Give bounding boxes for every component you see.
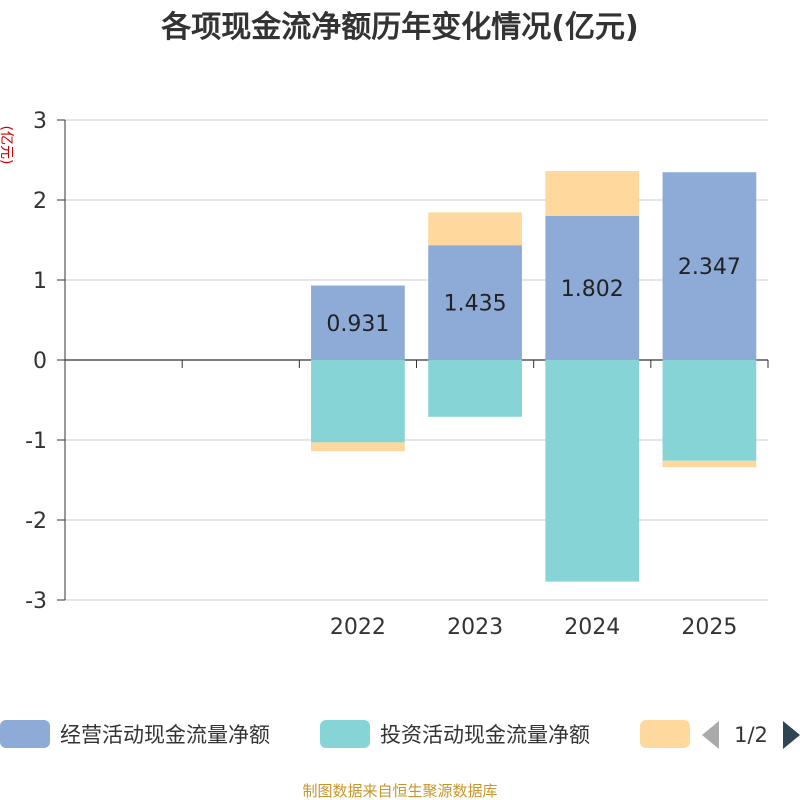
bar-2024-s1 — [545, 360, 640, 582]
legend: 经营活动现金流量净额 投资活动现金流量净额 1/2 — [0, 720, 800, 749]
y-axis-unit: (亿元) — [0, 126, 14, 165]
bar-2023-s1 — [428, 360, 522, 417]
legend-next-arrow-icon[interactable] — [783, 721, 800, 749]
bar-2025-s1 — [662, 360, 757, 461]
y-tick-label: -2 — [25, 509, 47, 534]
x-tick-label: 2025 — [681, 615, 737, 640]
y-tick-label: -1 — [25, 429, 47, 454]
bar-2024-s2 — [545, 171, 640, 216]
data-label: 0.931 — [326, 312, 389, 337]
x-tick-label: 2024 — [564, 615, 620, 640]
legend-prev-arrow-icon[interactable] — [702, 721, 719, 749]
y-tick-label: -3 — [25, 589, 47, 614]
chart-title: 各项现金流净额历年变化情况(亿元) — [160, 10, 638, 45]
data-label: 1.802 — [561, 277, 624, 302]
legend-label-0[interactable]: 经营活动现金流量净额 — [60, 723, 270, 747]
y-tick-label: 3 — [33, 109, 47, 134]
y-tick-label: 1 — [33, 269, 47, 294]
bar-2022-s0 — [311, 285, 405, 360]
legend-page-indicator: 1/2 — [734, 723, 768, 747]
legend-label-1[interactable]: 投资活动现金流量净额 — [380, 723, 590, 747]
bar-2023-s0 — [428, 245, 522, 360]
data-label: 2.347 — [678, 255, 741, 280]
legend-swatch-0[interactable] — [0, 720, 50, 748]
legend-swatch-2[interactable] — [640, 720, 690, 748]
bar-2024-s0 — [545, 215, 640, 360]
legend-swatch-1[interactable] — [320, 720, 370, 748]
data-label: 1.435 — [444, 292, 507, 317]
bar-2025-s0 — [662, 172, 757, 360]
grid-lines — [65, 119, 768, 601]
data-labels: 0.931 1.435 1.802 2.347 — [326, 255, 740, 337]
axes: 3 2 1 0 -1 -2 -3 2022 2023 2024 2025 — [25, 109, 769, 640]
bar-2023-s2 — [428, 212, 522, 246]
x-tick-label: 2022 — [330, 615, 386, 640]
x-tick-label: 2023 — [447, 615, 503, 640]
bar-2025-s2 — [662, 460, 757, 468]
source-note: 制图数据来自恒生聚源数据库 — [302, 782, 497, 800]
y-tick-label: 2 — [33, 189, 47, 214]
bars — [311, 171, 757, 582]
y-tick-label: 0 — [33, 349, 47, 374]
bar-2022-s2 — [311, 442, 405, 452]
bar-2022-s1 — [311, 360, 405, 443]
